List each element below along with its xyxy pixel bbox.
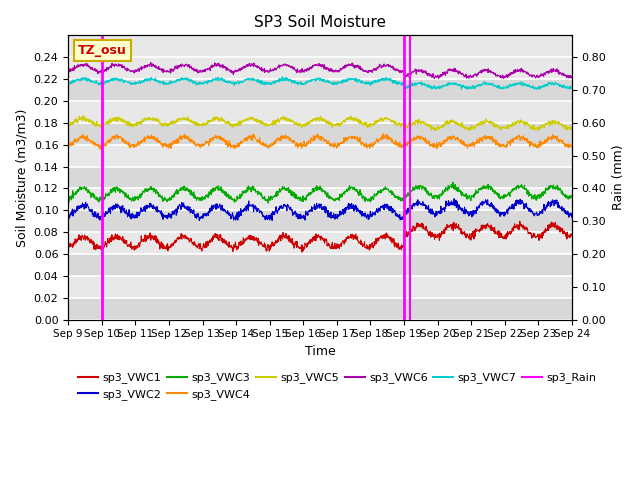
- Bar: [68, 232, 572, 254]
- Bar: [68, 145, 572, 167]
- Bar: [68, 254, 572, 276]
- X-axis label: Time: Time: [305, 345, 335, 358]
- Bar: [68, 210, 572, 232]
- Bar: [68, 101, 572, 123]
- Y-axis label: Rain (mm): Rain (mm): [612, 145, 625, 210]
- Bar: [68, 167, 572, 189]
- Bar: [68, 57, 572, 79]
- Title: SP3 Soil Moisture: SP3 Soil Moisture: [254, 15, 386, 30]
- Bar: [68, 79, 572, 101]
- Bar: [68, 123, 572, 145]
- Bar: [68, 276, 572, 298]
- Bar: [68, 298, 572, 320]
- Y-axis label: Soil Moisture (m3/m3): Soil Moisture (m3/m3): [15, 108, 28, 247]
- Text: TZ_osu: TZ_osu: [78, 44, 127, 57]
- Legend: sp3_VWC1, sp3_VWC2, sp3_VWC3, sp3_VWC4, sp3_VWC5, sp3_VWC6, sp3_VWC7, sp3_Rain: sp3_VWC1, sp3_VWC2, sp3_VWC3, sp3_VWC4, …: [74, 368, 601, 404]
- Bar: [68, 189, 572, 210]
